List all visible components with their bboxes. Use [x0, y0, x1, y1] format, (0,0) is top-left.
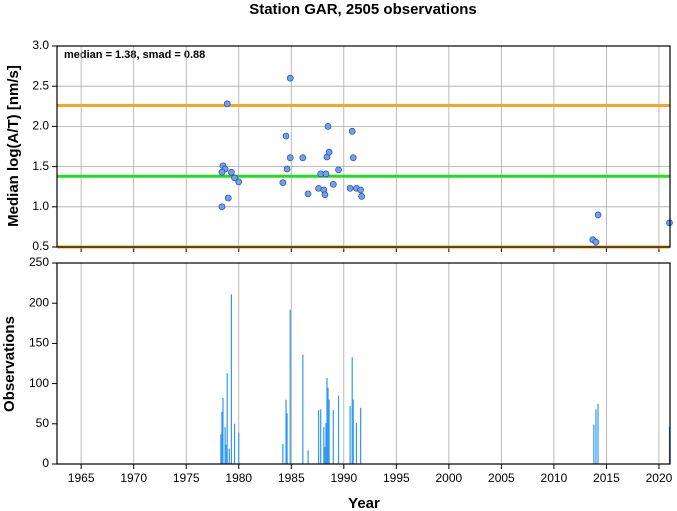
y-tick-label: 150: [29, 336, 49, 350]
y-axis-label: Observations: [1, 316, 18, 412]
y-tick-label: 0.5: [32, 239, 49, 253]
plot-frame: [56, 262, 671, 465]
x-tick-label: 2005: [488, 471, 515, 485]
bar: [222, 398, 224, 464]
bar: [351, 357, 353, 464]
bar: [317, 410, 320, 464]
y-tick-label: 1.0: [32, 199, 49, 213]
data-point: [231, 174, 238, 182]
data-point: [335, 166, 342, 174]
data-point: [218, 168, 226, 176]
bar: [238, 432, 240, 464]
bar: [221, 411, 223, 464]
y-tick-label: 3.0: [32, 38, 49, 52]
bar: [233, 423, 236, 464]
data-point: [304, 190, 312, 198]
bar: [286, 413, 288, 464]
data-point: [348, 127, 356, 135]
x-tick-label: 2015: [593, 471, 620, 485]
data-point: [282, 132, 290, 140]
x-tick-label: 1975: [173, 471, 200, 485]
y-tick-label: 200: [29, 295, 49, 309]
x-tick-label: 1995: [383, 471, 410, 485]
bar: [323, 427, 325, 464]
data-point: [223, 100, 231, 108]
x-tick-label: 2020: [646, 471, 673, 485]
data-point: [349, 154, 357, 162]
data-point: [279, 179, 287, 187]
data-point: [358, 192, 366, 200]
data-point: [235, 178, 243, 186]
x-tick-label: 1965: [68, 471, 95, 485]
bar: [355, 422, 358, 464]
annotation: median = 1.38, smad = 0.88: [64, 49, 205, 61]
bar: [228, 448, 230, 464]
bar: [285, 399, 287, 464]
data-point: [329, 180, 337, 188]
data-point: [286, 154, 294, 162]
bar: [327, 387, 329, 464]
data-point: [218, 203, 226, 211]
data-point: [321, 191, 329, 199]
x-tick-label: 2000: [436, 471, 463, 485]
chart-title: Station GAR, 2505 observations: [249, 1, 477, 18]
data-point: [299, 154, 307, 162]
y-tick-label: 250: [29, 255, 49, 269]
bar: [360, 407, 362, 464]
data-point: [322, 170, 330, 178]
data-point: [592, 238, 600, 246]
bar: [324, 447, 326, 464]
bar: [328, 399, 330, 464]
plot-frame: [56, 45, 671, 248]
bar: [593, 424, 595, 464]
data-point: [594, 211, 602, 219]
bar: [220, 434, 222, 464]
bar: [325, 422, 327, 464]
y-tick-label: 50: [36, 416, 50, 430]
bar: [230, 294, 232, 464]
data-point: [224, 194, 232, 202]
bar: [352, 399, 354, 464]
bar: [332, 410, 334, 464]
y-tick-label: 1.5: [32, 159, 49, 173]
y-axis-label: Median log(A/T) [nm/s]: [5, 65, 22, 227]
y-tick-label: 0: [42, 456, 49, 470]
x-tick-label: 1985: [278, 471, 305, 485]
bar: [326, 377, 328, 464]
bar: [349, 406, 351, 464]
y-tick-label: 2.5: [32, 78, 49, 92]
x-axis-label: Year: [348, 495, 380, 511]
data-point: [357, 186, 364, 194]
data-point: [324, 123, 332, 130]
bar: [307, 450, 309, 464]
bar: [597, 403, 599, 464]
x-tick-label: 1970: [120, 471, 147, 485]
bar: [225, 444, 227, 464]
bar: [320, 409, 322, 464]
x-tick-label: 1990: [330, 471, 357, 485]
bar: [226, 373, 228, 464]
data-point: [228, 168, 235, 176]
data-point: [346, 184, 354, 192]
x-tick-label: 1980: [225, 471, 252, 485]
bar: [302, 354, 304, 464]
data-point: [283, 165, 291, 173]
y-tick-label: 2.0: [32, 119, 49, 133]
data-point: [286, 74, 294, 82]
bar: [224, 427, 226, 464]
data-point: [325, 148, 333, 156]
bar: [289, 309, 291, 464]
x-tick-label: 2010: [541, 471, 568, 485]
y-tick-label: 100: [29, 376, 49, 390]
bar: [595, 409, 597, 464]
bar: [282, 443, 284, 464]
bar: [337, 395, 340, 464]
